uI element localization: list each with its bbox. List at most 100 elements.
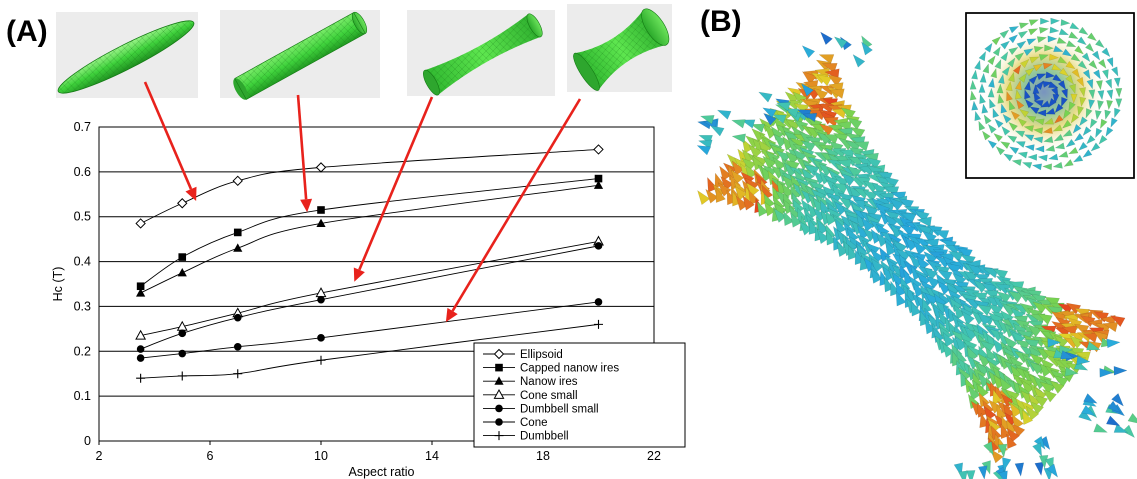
data-point-circle [178,329,187,338]
magnetization-cone [696,145,712,156]
magnetization-cone [1008,121,1018,132]
magnetization-cone [1099,368,1114,378]
magnetization-cone [895,290,907,307]
magnetization-cone [1048,81,1059,88]
series-layer [135,144,604,383]
magnetization-cone [987,77,995,88]
magnetization-cone [978,82,986,93]
magnetization-cone [1049,53,1060,61]
magnetization-cone [1078,87,1086,98]
magnetization-cone [731,160,745,176]
magnetization-cone [1006,427,1020,443]
magnetization-cone [1036,73,1047,81]
magnetization-cone [917,272,931,288]
magnetization-cone [1110,117,1118,128]
legend-label: Cone [520,417,548,429]
magnetization-cone [1057,80,1067,91]
magnetization-cone [1082,149,1093,158]
x-axis-label: Aspect ratio [348,465,414,479]
data-point-circle [136,354,145,362]
magnetization-cone [762,107,777,119]
magnetization-cone [953,304,967,320]
arrow-shaft [451,98,582,312]
legend-item: Cone [483,417,548,429]
magnetization-cone [1022,409,1034,425]
magnetization-cone [1033,136,1044,144]
magnetization-cone [1023,48,1034,57]
magnetization-cone [1003,335,1018,351]
magnetization-cone [1113,366,1128,376]
magnetization-cone [1062,129,1073,137]
magnetization-cone [1027,153,1038,161]
magnetization-cone [773,133,788,148]
magnetization-cone [781,175,796,190]
magnetization-cone [865,242,881,257]
magnetization-cone [1078,409,1093,422]
magnetization-cone [1074,45,1084,55]
magnetization-cone [1044,44,1055,52]
magnetization-cone [824,68,840,80]
magnetization-cone [823,134,840,145]
magnetization-cone [1054,103,1064,114]
magnetization-cone [1095,80,1103,91]
magnetization-cone [870,248,884,264]
magnetization-cone [772,156,787,172]
magnetization-cone [992,46,1001,57]
arrow-shaft [358,96,434,271]
magnetization-cone [1006,135,1018,143]
magnetization-cone [1105,78,1112,90]
magnetization-cone [1114,107,1121,119]
magnetization-cone [1071,68,1081,79]
magnetization-cone [1016,99,1025,110]
data-point-circle [317,334,325,342]
magnetization-cone [1078,141,1088,151]
magnetization-cone [992,338,1006,354]
magnetization-cone [763,112,777,126]
legend-item: Cone small [483,388,578,402]
data-point-diamond [177,198,188,209]
magnetization-cone [834,201,848,216]
magnetization-cone [863,204,879,218]
magnetization-cone [1049,380,1065,394]
magnetization-cone [816,228,830,245]
legend-label: Ellipsoid [520,349,563,361]
cone-small-shape-image [407,10,555,96]
magnetization-cone [1082,69,1091,80]
magnetization-cone [1062,109,1072,120]
magnetization-cone [1086,79,1094,90]
magnetization-cone [1039,381,1055,395]
magnetization-cone [969,90,977,101]
magnetization-cone [742,195,755,211]
magnetization-cone [731,133,746,144]
magnetization-cone [958,470,968,479]
magnetization-cone [1008,146,1020,155]
magnetization-cone [1070,53,1081,62]
magnetization-cone [987,139,998,149]
magnetization-cone [994,118,1004,129]
magnetization-cone [1010,423,1026,438]
magnetization-cone [1021,162,1033,169]
legend-item: Dumbbell small [483,403,599,415]
legend-label: Dumbbell [520,431,569,443]
magnetization-cone [978,120,986,131]
magnetization-cone [973,279,989,294]
magnetization-cone [816,74,833,87]
magnetization-cone [1082,126,1092,137]
annotation-arrow [353,96,434,282]
magnetization-cone [1049,26,1060,34]
magnetization-cone [1098,134,1108,145]
magnetization-cone [1033,90,1041,102]
magnetization-cone [1010,110,1021,121]
magnetization-cone [1002,457,1012,472]
magnetization-cone [720,175,734,191]
magnetization-cone [1061,48,1073,57]
magnetization-cone [987,418,1001,434]
magnetization-cone [730,169,745,185]
magnetization-cone [916,255,930,271]
magnetization-cone [748,144,763,159]
magnetization-cone [1038,454,1049,470]
legend-item: Dumbbell [483,431,569,443]
magnetization-cone [1044,144,1056,152]
magnetization-cone [1060,350,1075,360]
